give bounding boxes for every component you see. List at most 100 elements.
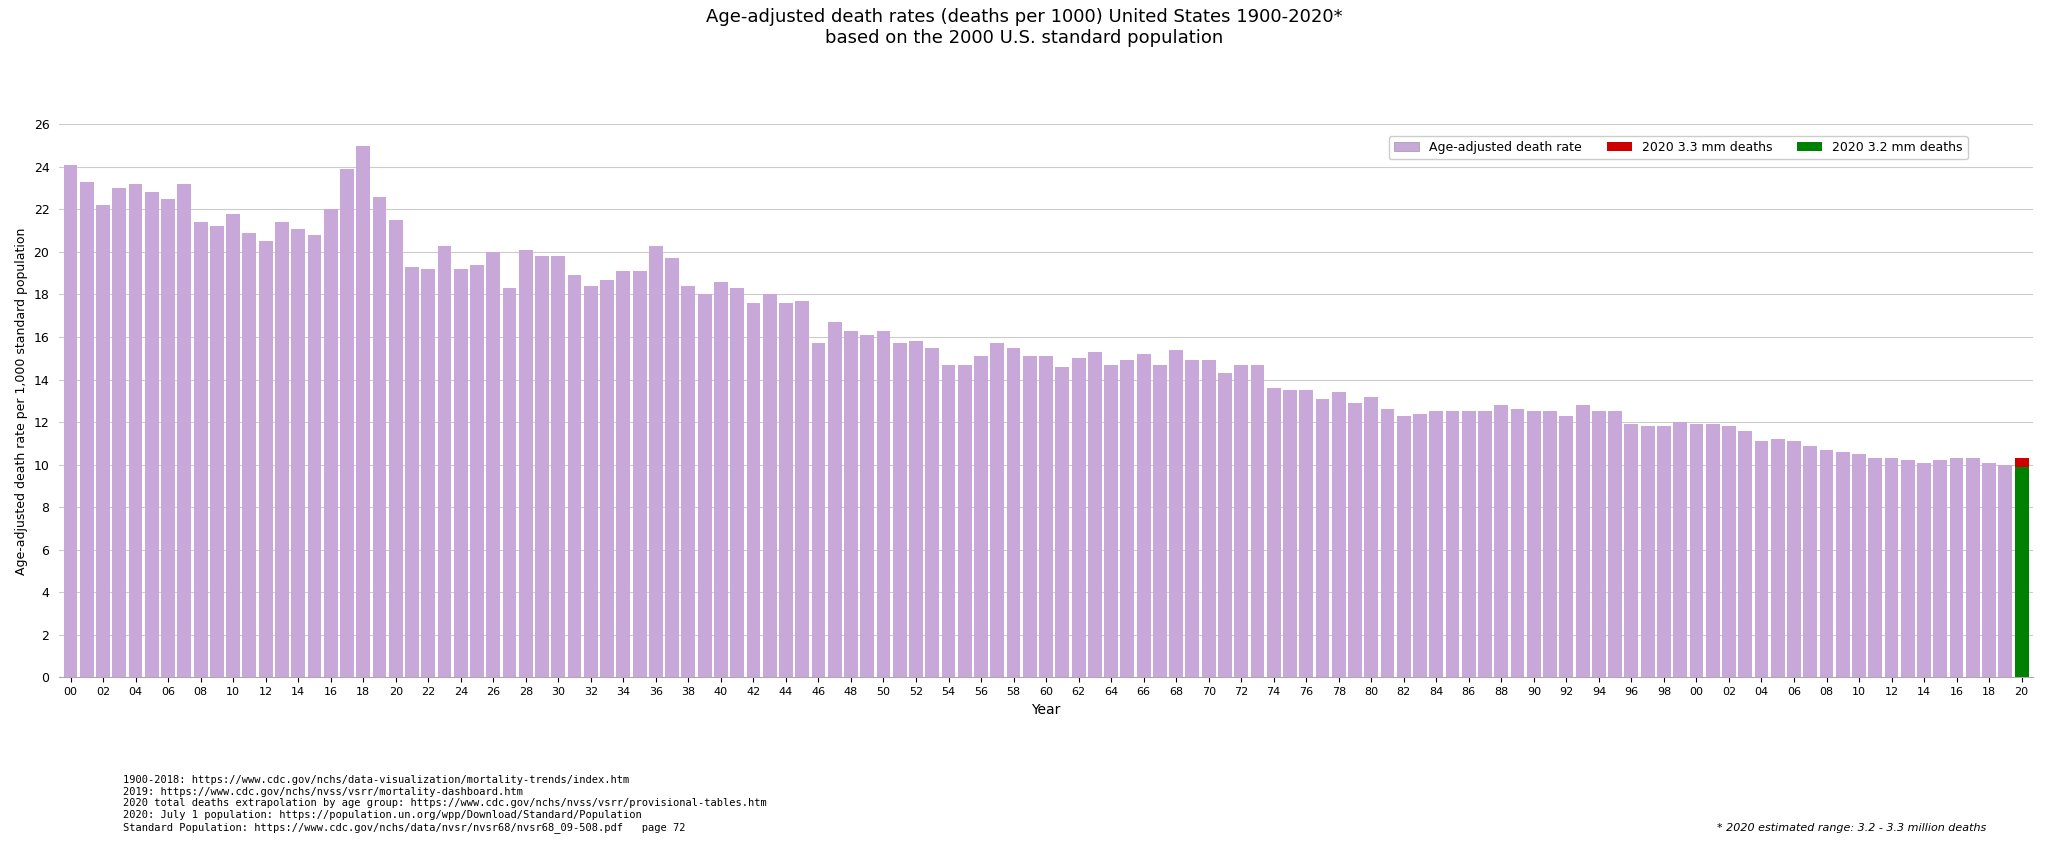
Bar bbox=[340, 169, 354, 677]
Bar bbox=[225, 214, 240, 677]
Bar bbox=[682, 286, 694, 677]
Bar bbox=[909, 341, 924, 677]
Bar bbox=[551, 257, 565, 677]
X-axis label: Year: Year bbox=[1032, 703, 1061, 717]
Bar bbox=[1153, 365, 1167, 677]
Bar bbox=[113, 188, 127, 677]
Bar bbox=[1819, 450, 1833, 677]
Bar bbox=[1673, 422, 1688, 677]
Bar bbox=[1380, 410, 1395, 677]
Bar bbox=[373, 197, 387, 677]
Bar bbox=[258, 241, 272, 677]
Bar bbox=[1559, 415, 1573, 677]
Bar bbox=[1008, 347, 1020, 677]
Bar bbox=[698, 294, 711, 677]
Bar bbox=[1169, 350, 1184, 677]
Bar bbox=[1884, 458, 1898, 677]
Bar bbox=[389, 220, 403, 677]
Bar bbox=[666, 258, 680, 677]
Bar bbox=[195, 222, 207, 677]
Bar bbox=[1331, 392, 1346, 677]
Bar bbox=[1591, 411, 1606, 677]
Bar bbox=[1917, 463, 1931, 677]
Bar bbox=[1446, 411, 1460, 677]
Bar bbox=[1657, 426, 1671, 677]
Bar bbox=[485, 252, 500, 677]
Bar bbox=[1087, 352, 1102, 677]
Bar bbox=[211, 226, 223, 677]
Bar bbox=[1950, 458, 1964, 677]
Bar bbox=[877, 331, 891, 677]
Text: 1900-2018: https://www.cdc.gov/nchs/data-visualization/mortality-trends/index.ht: 1900-2018: https://www.cdc.gov/nchs/data… bbox=[123, 775, 766, 833]
Bar bbox=[1055, 367, 1069, 677]
Bar bbox=[162, 198, 174, 677]
Bar bbox=[1364, 397, 1378, 677]
Bar bbox=[356, 145, 371, 677]
Bar bbox=[584, 286, 598, 677]
Bar bbox=[1690, 424, 1704, 677]
Bar bbox=[1804, 446, 1817, 677]
Bar bbox=[1315, 399, 1329, 677]
Bar bbox=[535, 257, 549, 677]
Bar bbox=[1933, 460, 1948, 677]
Bar bbox=[958, 365, 971, 677]
Bar bbox=[633, 271, 647, 677]
Bar bbox=[649, 246, 664, 677]
Bar bbox=[1640, 426, 1655, 677]
Bar bbox=[1835, 452, 1849, 677]
Bar bbox=[1901, 460, 1915, 677]
Bar bbox=[567, 275, 582, 677]
Bar bbox=[1982, 463, 1997, 677]
Bar bbox=[616, 271, 631, 677]
Legend: Age-adjusted death rate, 2020 3.3 mm deaths, 2020 3.2 mm deaths: Age-adjusted death rate, 2020 3.3 mm dea… bbox=[1389, 136, 1968, 159]
Bar bbox=[715, 282, 727, 677]
Bar bbox=[2015, 467, 2028, 677]
Bar bbox=[1430, 411, 1444, 677]
Bar bbox=[1544, 411, 1556, 677]
Bar bbox=[1120, 361, 1135, 677]
Bar bbox=[1397, 415, 1411, 677]
Bar bbox=[1528, 411, 1540, 677]
Bar bbox=[1268, 388, 1280, 677]
Bar bbox=[324, 209, 338, 677]
Bar bbox=[1071, 358, 1085, 677]
Bar bbox=[795, 301, 809, 677]
Bar bbox=[96, 205, 111, 677]
Bar bbox=[422, 269, 434, 677]
Bar bbox=[893, 343, 907, 677]
Bar bbox=[1772, 439, 1784, 677]
Bar bbox=[274, 222, 289, 677]
Bar bbox=[1462, 411, 1477, 677]
Bar bbox=[811, 343, 825, 677]
Bar bbox=[600, 279, 614, 677]
Bar bbox=[1495, 405, 1507, 677]
Bar bbox=[1851, 454, 1866, 677]
Bar bbox=[1608, 411, 1622, 677]
Bar bbox=[1575, 405, 1589, 677]
Bar bbox=[502, 288, 516, 677]
Bar bbox=[991, 343, 1004, 677]
Bar bbox=[778, 303, 793, 677]
Bar bbox=[1038, 356, 1053, 677]
Bar bbox=[844, 331, 858, 677]
Bar bbox=[80, 182, 94, 677]
Bar bbox=[1511, 410, 1524, 677]
Bar bbox=[1966, 458, 1980, 677]
Y-axis label: Age-adjusted death rate per 1,000 standard population: Age-adjusted death rate per 1,000 standa… bbox=[14, 227, 29, 574]
Bar bbox=[1868, 458, 1882, 677]
Bar bbox=[1999, 464, 2013, 677]
Bar bbox=[1202, 361, 1217, 677]
Bar bbox=[1104, 365, 1118, 677]
Bar bbox=[471, 265, 483, 677]
Bar bbox=[1235, 365, 1247, 677]
Bar bbox=[1251, 365, 1264, 677]
Text: * 2020 estimated range: 3.2 - 3.3 million deaths: * 2020 estimated range: 3.2 - 3.3 millio… bbox=[1718, 822, 1987, 833]
Bar bbox=[1706, 424, 1720, 677]
Bar bbox=[942, 365, 956, 677]
Bar bbox=[860, 335, 874, 677]
Bar bbox=[438, 246, 451, 677]
Bar bbox=[1739, 431, 1753, 677]
Bar bbox=[975, 356, 987, 677]
Bar bbox=[731, 288, 743, 677]
Bar bbox=[406, 267, 420, 677]
